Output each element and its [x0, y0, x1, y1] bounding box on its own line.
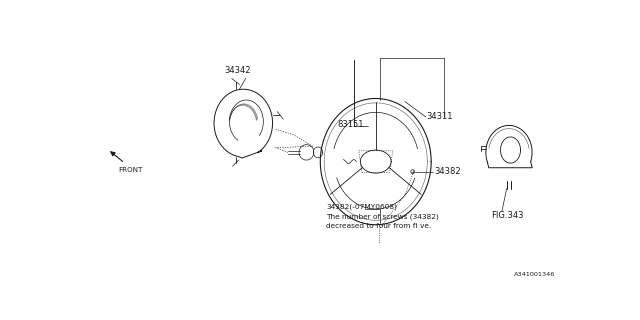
- Text: decreased to four from fi ve.: decreased to four from fi ve.: [326, 223, 432, 229]
- Text: FRONT: FRONT: [118, 167, 143, 172]
- Text: 34311: 34311: [427, 112, 453, 121]
- Text: 34342: 34342: [224, 66, 250, 75]
- Text: A341001346: A341001346: [514, 272, 555, 276]
- Text: 34382(-07MY0608): 34382(-07MY0608): [326, 203, 397, 210]
- Text: 83151: 83151: [337, 120, 364, 129]
- Text: The number of screws (34382): The number of screws (34382): [326, 213, 439, 220]
- Text: FIG.343: FIG.343: [492, 211, 524, 220]
- Text: 34382: 34382: [435, 167, 461, 176]
